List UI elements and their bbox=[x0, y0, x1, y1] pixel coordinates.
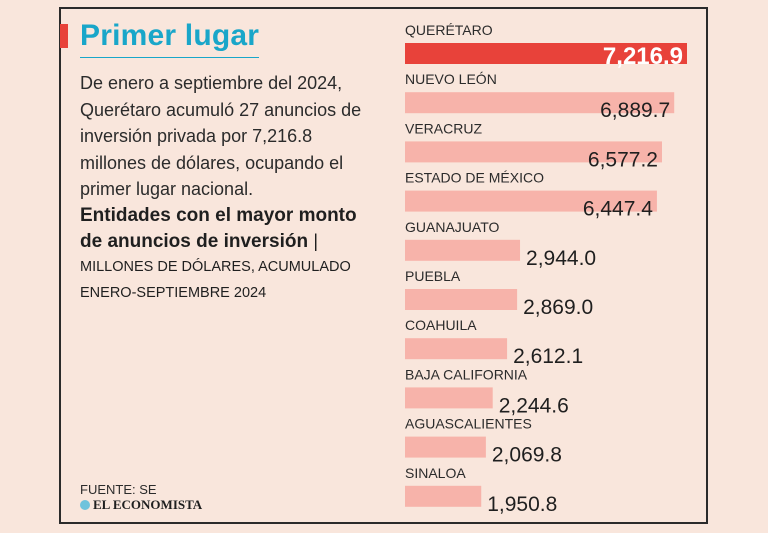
page-title: Primer lugar bbox=[80, 16, 260, 58]
chart-subtitle-bold: Entidades con el mayor monto de anuncios… bbox=[80, 205, 357, 252]
category-label: GUANAJUATO bbox=[405, 219, 499, 235]
bar bbox=[405, 43, 687, 64]
value-label: 2,069.8 bbox=[492, 444, 562, 467]
bar bbox=[405, 92, 675, 114]
bar bbox=[405, 239, 521, 261]
bar bbox=[405, 190, 657, 212]
chart-subtitle-units: MILLONES DE DÓLARES, ACUMULADO ENERO-SEP… bbox=[80, 259, 351, 301]
value-label: 2,869.0 bbox=[523, 296, 593, 319]
source-note: FUENTE: SE bbox=[80, 482, 157, 497]
bar bbox=[405, 387, 493, 409]
value-label: 6,447.4 bbox=[583, 198, 653, 221]
logo-text: EL ECONOMISTA bbox=[93, 497, 203, 512]
chart-subtitle-separator: | bbox=[313, 230, 319, 251]
category-label: AGUASCALIENTES bbox=[405, 416, 532, 432]
value-label: 2,944.0 bbox=[526, 247, 596, 270]
category-label: NUEVO LEÓN bbox=[405, 71, 497, 87]
bar bbox=[405, 141, 663, 163]
logo: EL ECONOMISTA bbox=[80, 497, 202, 513]
bar bbox=[405, 436, 486, 458]
category-label: SINALOA bbox=[405, 465, 466, 481]
category-label: PUEBLA bbox=[405, 268, 461, 284]
category-label: COAHUILA bbox=[405, 317, 477, 333]
value-label: 6,889.7 bbox=[600, 99, 670, 122]
logo-globe-icon bbox=[80, 500, 90, 510]
category-label: ESTADO DE MÉXICO bbox=[405, 170, 544, 186]
category-label: VERACRUZ bbox=[405, 120, 482, 136]
intro-text: De enero a septiembre del 2024, Querétar… bbox=[80, 73, 362, 199]
value-label: 7,216.9 bbox=[603, 43, 683, 70]
value-label: 1,950.8 bbox=[487, 493, 557, 516]
category-label: QUERÉTARO bbox=[405, 22, 493, 38]
chart-subtitle: Entidades con el mayor monto de anuncios… bbox=[80, 204, 370, 305]
value-label: 2,612.1 bbox=[513, 345, 583, 368]
bar bbox=[405, 289, 518, 310]
value-label: 2,244.6 bbox=[499, 394, 569, 417]
category-label: BAJA CALIFORNIA bbox=[405, 366, 528, 382]
title-accent-bar bbox=[60, 24, 68, 48]
bar bbox=[405, 338, 508, 360]
value-label: 6,577.2 bbox=[588, 148, 658, 171]
bar bbox=[405, 485, 482, 507]
